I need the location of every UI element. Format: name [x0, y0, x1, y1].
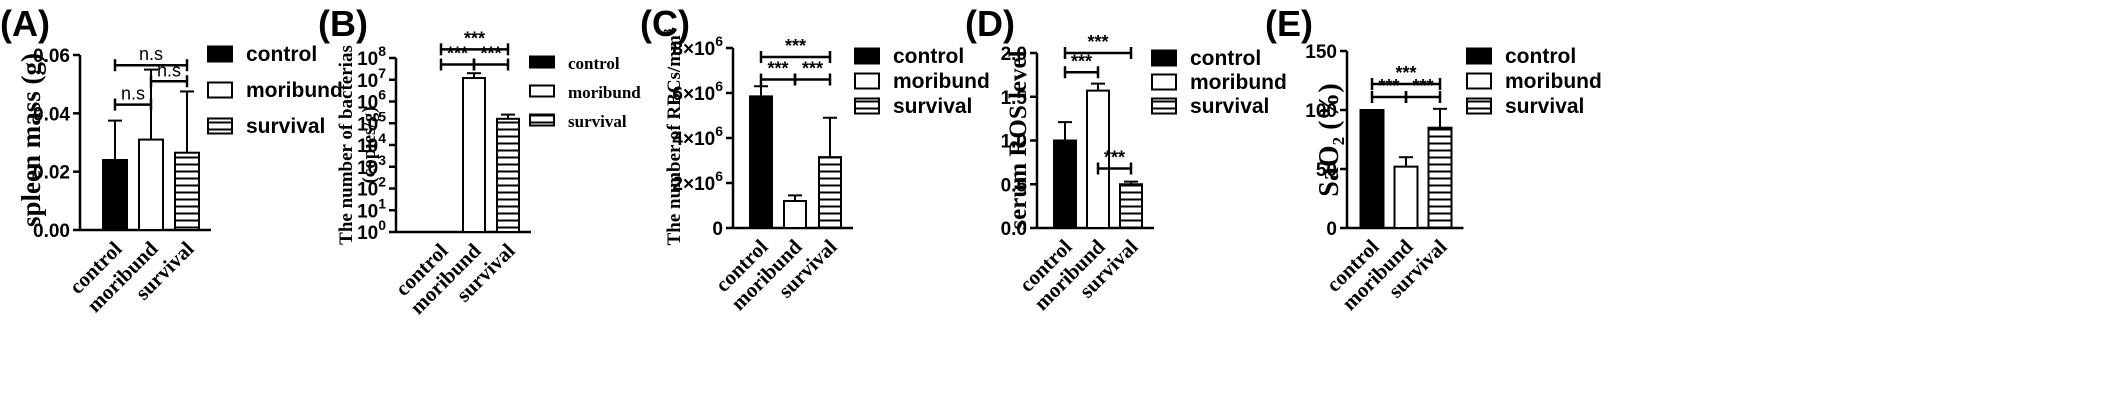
legend-label: moribund: [246, 79, 343, 102]
significance-label: ***: [802, 59, 823, 79]
chart-panel: (E) 0 50 100 150 SaO2 (%) controlmoribundsurvi…: [1265, 3, 1602, 315]
y-tick-label: 0.06: [33, 46, 70, 67]
panel-label: (C): [640, 3, 690, 44]
bar-moribund: [138, 138, 164, 231]
significance-label: ***: [1412, 76, 1433, 96]
y-tick-label: 0.00: [33, 221, 70, 242]
significance-label: ***: [1104, 148, 1125, 168]
y-tick-label: 0.04: [33, 104, 70, 125]
legend-label: survival: [893, 95, 972, 118]
legend-swatch: [207, 117, 233, 135]
bar-survival: [174, 151, 200, 231]
bar-survival: [818, 156, 842, 229]
significance-label: ***: [464, 28, 485, 48]
y-axis-label: The number of RBCs/mm3: [660, 28, 685, 245]
legend-swatch: [529, 84, 555, 98]
bar-survival: [1119, 183, 1143, 229]
legend-label: survival: [246, 115, 325, 138]
y-tick-label: 0.02: [33, 163, 70, 184]
y-tick-label: 1.0: [1001, 132, 1027, 153]
y-axis-label: The number of bacterias: [336, 45, 357, 245]
significance-label: ***: [767, 59, 788, 79]
legend-swatch: [1151, 73, 1177, 91]
legend-swatch: [854, 97, 880, 115]
legend-label: survival: [1505, 95, 1584, 118]
legend-label: control: [893, 45, 964, 68]
legend-label: control: [246, 43, 317, 66]
legend-label: control: [568, 54, 620, 73]
y-tick-label: 150: [1305, 42, 1337, 63]
bar-moribund: [1393, 165, 1419, 229]
legend-swatch: [1466, 97, 1492, 115]
significance-label: ***: [1395, 63, 1416, 83]
legend-swatch: [1151, 49, 1177, 67]
y-tick-label: 0.0: [1001, 219, 1027, 240]
legend-label: moribund: [1505, 70, 1602, 93]
bar-moribund: [462, 77, 486, 234]
bar-control: [1053, 139, 1077, 229]
y-tick-label: 0: [1326, 219, 1337, 240]
legend-swatch: [529, 113, 555, 127]
legend-label: moribund: [1190, 71, 1287, 94]
bar-survival: [1427, 126, 1453, 229]
bar-survival: [496, 117, 520, 233]
legend-label: moribund: [893, 70, 990, 93]
legend-swatch: [854, 47, 880, 65]
legend-label: control: [1505, 45, 1576, 68]
y-axis-label: spleen mass (g): [16, 53, 46, 227]
significance-label: ***: [1378, 76, 1399, 96]
legend-label: control: [1190, 47, 1261, 70]
bar-control: [1359, 109, 1385, 229]
y-tick-label: 100: [1305, 101, 1337, 122]
legend-label: moribund: [568, 83, 641, 102]
legend-swatch: [854, 72, 880, 90]
bar-control: [749, 95, 773, 229]
significance-label: ***: [785, 36, 806, 56]
y-axis-label: serum ROS level: [1005, 50, 1032, 229]
y-tick-label: 1.5: [1001, 88, 1028, 109]
panel-label: (A): [0, 3, 50, 44]
y-axis-label: SaO2 (%): [1314, 83, 1348, 197]
bar-moribund: [783, 200, 807, 229]
legend-swatch: [1466, 47, 1492, 65]
legend-swatch: [1466, 72, 1492, 90]
legend-swatch: [207, 81, 233, 99]
y-tick-label: 0: [712, 219, 723, 240]
panel-label: (D): [965, 3, 1015, 44]
legend-swatch: [207, 45, 233, 63]
legend-swatch: [1151, 97, 1177, 115]
y-tick-label: 50: [1316, 160, 1337, 181]
panel-label: (B): [318, 3, 368, 44]
legend-swatch: [529, 55, 555, 69]
significance-label: n.s: [121, 84, 145, 104]
significance-label: ***: [1087, 32, 1108, 52]
y-tick-label: 2.0: [1001, 44, 1027, 65]
y-tick-label: 0.5: [1001, 175, 1028, 196]
legend-label: survival: [1190, 95, 1269, 118]
significance-label: ***: [1071, 51, 1092, 71]
panel-label: (E): [1265, 3, 1313, 44]
significance-label: n.s: [139, 44, 163, 64]
legend-label: survival: [568, 112, 627, 131]
y-axis-label-unit: (copies/g): [359, 106, 380, 183]
bar-control: [102, 159, 128, 231]
